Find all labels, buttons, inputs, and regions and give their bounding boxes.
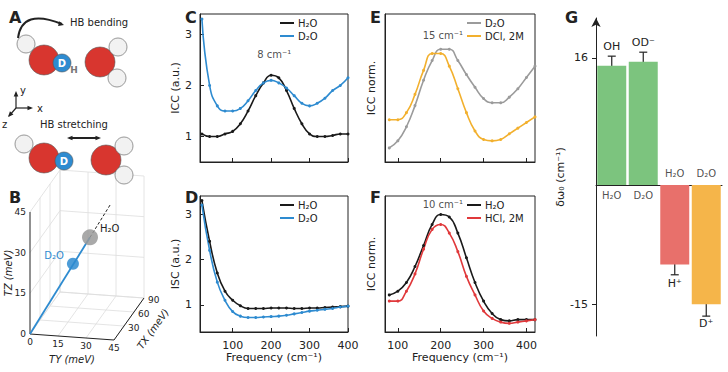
svg-text:DCl, 2M: DCl, 2M (485, 31, 524, 42)
svg-text:C: C (185, 8, 197, 27)
svg-text:D⁺: D⁺ (699, 317, 713, 330)
svg-text:3: 3 (185, 208, 192, 221)
svg-text:F: F (370, 188, 381, 207)
svg-text:1: 1 (185, 130, 192, 143)
svg-text:3: 3 (185, 28, 192, 41)
svg-text:100: 100 (222, 339, 243, 352)
svg-text:30: 30 (80, 341, 92, 351)
svg-text:200: 200 (430, 339, 451, 352)
svg-text:15: 15 (52, 339, 63, 349)
svg-text:15: 15 (15, 288, 26, 298)
svg-text:ICC norm.: ICC norm. (365, 61, 378, 115)
svg-text:45: 45 (108, 343, 119, 353)
svg-text:60: 60 (138, 309, 150, 319)
svg-text:δω₀ (cm⁻¹): δω₀ (cm⁻¹) (554, 147, 567, 206)
svg-text:15 cm⁻¹: 15 cm⁻¹ (423, 30, 463, 41)
svg-text:H₂O: H₂O (485, 200, 505, 211)
svg-text:0: 0 (20, 329, 26, 339)
svg-text:200: 200 (261, 339, 282, 352)
svg-text:z: z (2, 119, 7, 130)
svg-text:G: G (565, 8, 578, 27)
svg-text:-15: -15 (570, 298, 588, 311)
svg-text:TZ (meV): TZ (meV) (3, 250, 14, 297)
svg-text:HB bending: HB bending (70, 17, 128, 28)
svg-text:H₂O: H₂O (100, 223, 120, 234)
svg-text:TX (meV): TX (meV) (135, 307, 171, 351)
svg-text:TY (meV): TY (meV) (49, 354, 95, 365)
svg-text:D₂O: D₂O (298, 213, 318, 224)
svg-text:1: 1 (185, 298, 192, 311)
svg-text:300: 300 (299, 339, 320, 352)
svg-text:D₂O: D₂O (696, 168, 716, 179)
svg-text:ICC (a.u.): ICC (a.u.) (169, 62, 182, 113)
svg-text:OD⁻: OD⁻ (632, 36, 655, 49)
svg-text:D₂O: D₂O (298, 31, 318, 42)
svg-text:H₂O: H₂O (665, 168, 685, 179)
svg-text:45: 45 (15, 207, 26, 217)
svg-text:D₂O: D₂O (633, 190, 653, 201)
svg-text:HB stretching: HB stretching (40, 119, 108, 130)
svg-text:2: 2 (185, 253, 192, 266)
svg-text:H₂O: H₂O (602, 190, 622, 201)
svg-text:10 cm⁻¹: 10 cm⁻¹ (423, 199, 463, 210)
svg-text:H⁺: H⁺ (668, 277, 682, 290)
svg-text:Frequency (cm⁻¹): Frequency (cm⁻¹) (412, 351, 508, 364)
svg-text:B: B (9, 188, 21, 207)
svg-text:0: 0 (27, 337, 33, 347)
svg-text:OH: OH (603, 40, 620, 53)
svg-text:ISC (a.u.): ISC (a.u.) (169, 239, 182, 290)
svg-text:D: D (185, 188, 198, 207)
svg-text:100: 100 (387, 339, 408, 352)
svg-text:400: 400 (338, 339, 359, 352)
svg-text:E: E (370, 8, 381, 27)
svg-text:16: 16 (574, 51, 588, 64)
svg-text:D: D (58, 58, 66, 69)
svg-text:H₂O: H₂O (298, 200, 318, 211)
svg-text:30: 30 (128, 323, 140, 333)
svg-text:HCl, 2M: HCl, 2M (485, 213, 524, 224)
svg-text:A: A (9, 8, 22, 27)
svg-text:D: D (60, 156, 68, 167)
svg-text:Frequency (cm⁻¹): Frequency (cm⁻¹) (226, 351, 322, 364)
svg-text:D₂O: D₂O (44, 250, 64, 261)
svg-text:90: 90 (148, 295, 160, 305)
svg-text:H₂O: H₂O (298, 18, 318, 29)
svg-text:2: 2 (185, 79, 192, 92)
svg-text:ICC norm.: ICC norm. (365, 237, 378, 291)
svg-text:y: y (20, 85, 26, 96)
svg-text:H: H (70, 65, 78, 75)
svg-text:400: 400 (516, 339, 537, 352)
svg-text:8 cm⁻¹: 8 cm⁻¹ (257, 49, 291, 60)
svg-text:300: 300 (473, 339, 494, 352)
svg-text:D₂O: D₂O (485, 18, 505, 29)
svg-text:x: x (37, 103, 43, 114)
svg-text:30: 30 (15, 248, 27, 258)
